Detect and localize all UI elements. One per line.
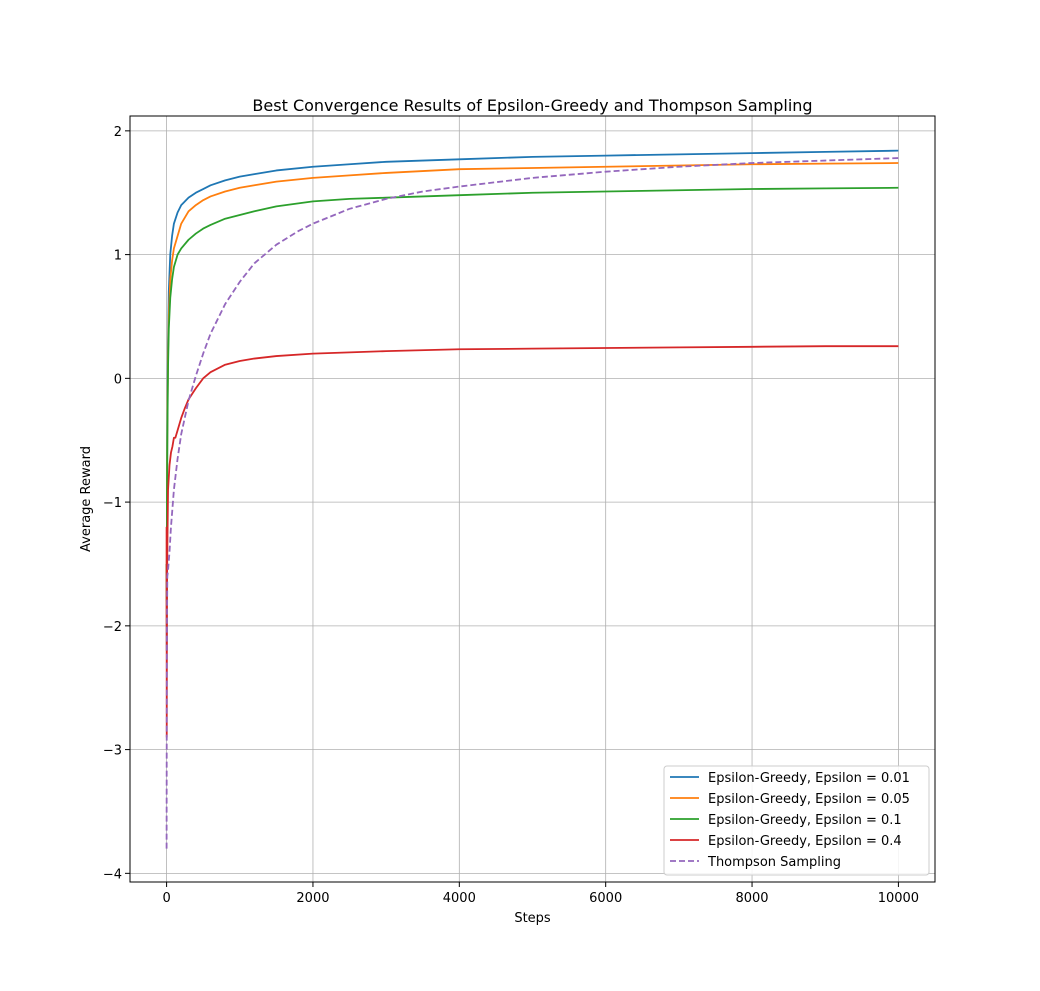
x-tick-label: 10000 (878, 891, 919, 906)
y-tick-label: −2 (103, 620, 122, 635)
chart-title: Best Convergence Results of Epsilon-Gree… (252, 96, 812, 115)
plot-frame (129, 115, 936, 883)
x-axis-label: Steps (514, 911, 551, 926)
series-line-thompson-sampling (165, 157, 899, 849)
legend-label: Thompson Sampling (707, 855, 841, 870)
y-tick-label: −4 (103, 867, 122, 882)
series-line-epsilon-greedy-epsilon-0-1 (165, 186, 899, 602)
y-tick-label: 2 (114, 125, 122, 140)
x-tick-label: 2000 (296, 891, 329, 906)
grid (130, 116, 935, 882)
legend-label: Epsilon-Greedy, Epsilon = 0.4 (708, 834, 902, 849)
x-tick-label: 8000 (735, 891, 768, 906)
legend: Epsilon-Greedy, Epsilon = 0.01 Epsilon-Gr… (663, 765, 930, 876)
y-tick-label: −3 (103, 744, 122, 759)
legend-label: Epsilon-Greedy, Epsilon = 0.1 (708, 813, 902, 828)
x-tick-label: 4000 (443, 891, 476, 906)
series-lines (165, 149, 899, 849)
legend-box (663, 765, 930, 876)
series-line-epsilon-greedy-epsilon-0-4 (165, 345, 899, 739)
legend-label: Epsilon-Greedy, Epsilon = 0.05 (708, 792, 910, 807)
y-axis-label: Average Reward (79, 446, 94, 552)
legend-label: Epsilon-Greedy, Epsilon = 0.01 (708, 771, 910, 786)
y-tick-label: −1 (103, 496, 122, 511)
axis-ticks: 0 2000 4000 6000 8000 10000 −4 −3 −2 −1 0 1 2 (103, 125, 919, 906)
y-tick-label: 1 (114, 249, 122, 264)
x-tick-label: 6000 (589, 891, 622, 906)
y-tick-label: 0 (114, 372, 122, 387)
x-tick-label: 0 (162, 891, 170, 906)
